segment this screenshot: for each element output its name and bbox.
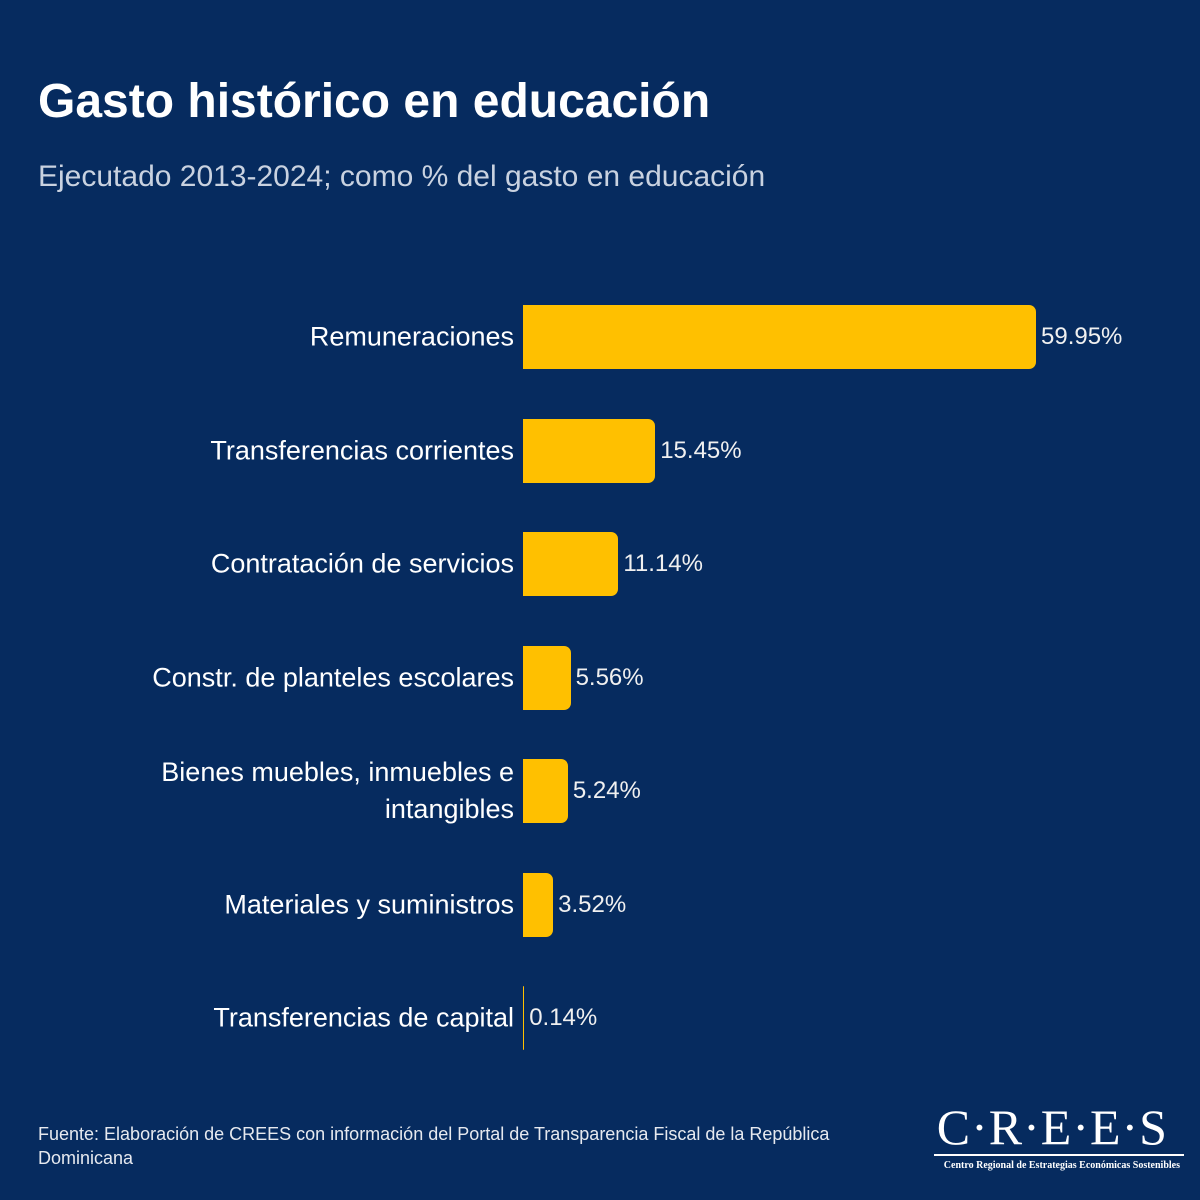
value-label: 3.52% [558,890,627,918]
bar [523,532,619,596]
category-label: Materiales y suministros [224,889,514,919]
value-label: 59.95% [1041,323,1123,350]
logo-name: C·R·E·E·S [936,1099,1168,1155]
category-label: Remuneraciones [309,321,514,352]
chart-subtitle: Ejecutado 2013-2024; como % del gasto en… [38,160,766,193]
bar [523,759,568,823]
logo-rule [934,1154,1184,1156]
value-label: 15.45% [660,436,742,464]
value-label: 5.56% [575,663,644,691]
bar [523,872,554,937]
category-label: Contratación de servicios [210,548,514,579]
chart-title: Gasto histórico en educación [38,75,711,128]
source-note: Fuente: Elaboración de CREES con informa… [38,1124,830,1168]
bar [523,645,571,710]
value-label: 0.14% [529,1004,598,1031]
bar [523,986,525,1050]
bar [523,418,656,483]
category-label: Bienes muebles, inmuebles e intangibles [161,757,514,824]
category-label: Transferencias de capital [213,1002,514,1033]
value-label: 11.14% [623,550,703,577]
bar [523,305,1036,369]
logo-tagline: Centro Regional de Estrategias Económica… [943,1160,1180,1171]
category-label: Transferencias corrientes [210,435,514,465]
value-label: 5.24% [572,777,641,804]
category-label: Constr. de planteles escolares [152,662,514,692]
